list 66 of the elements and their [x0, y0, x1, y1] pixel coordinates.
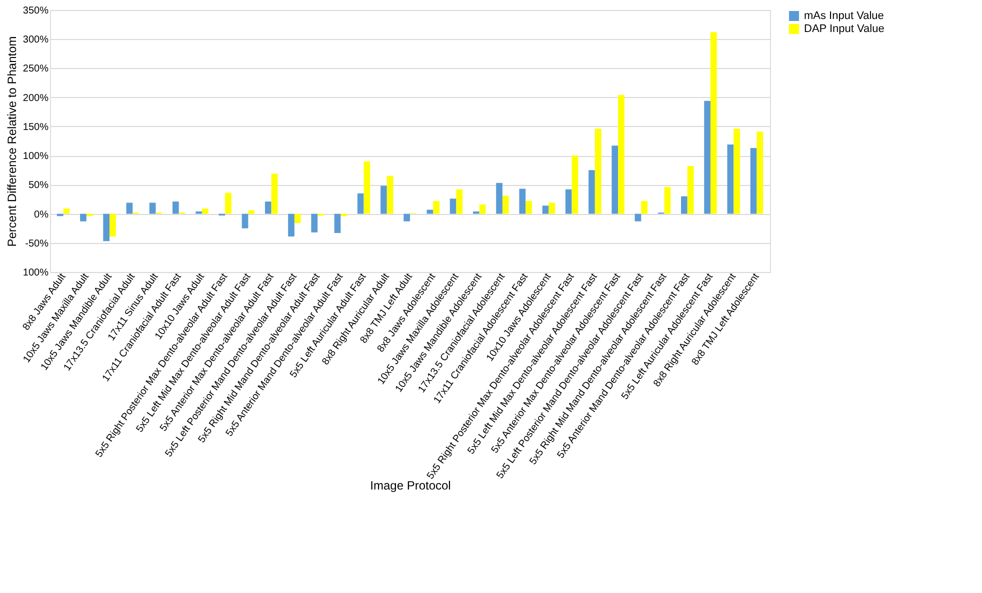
- bar: [734, 128, 740, 214]
- bar: [426, 210, 434, 214]
- bar: [687, 166, 694, 214]
- x-axis-title: Image Protocol: [370, 478, 451, 492]
- bar: [63, 208, 70, 214]
- bar: [472, 211, 480, 214]
- bar: [149, 202, 156, 214]
- legend-label: mAs Input Value: [804, 10, 884, 22]
- bar: [110, 214, 116, 236]
- bar: [172, 202, 179, 214]
- y-tick-label: 200%: [22, 92, 49, 104]
- bar: [288, 214, 294, 236]
- bar: [572, 156, 578, 214]
- bar: [80, 214, 86, 222]
- bar: [612, 146, 618, 214]
- y-tick-label: 300%: [22, 34, 49, 46]
- bar: [242, 214, 248, 228]
- bar: [450, 198, 456, 214]
- bar: [196, 211, 202, 214]
- bar: [502, 196, 509, 214]
- bar: [641, 200, 648, 214]
- bar: [618, 95, 624, 214]
- bar: [710, 32, 717, 214]
- bar: [271, 174, 278, 214]
- y-tick-label: 100%: [22, 151, 49, 162]
- bar: [496, 182, 502, 214]
- bar: [364, 161, 370, 214]
- bar: [103, 214, 110, 242]
- bar: [681, 196, 688, 214]
- bar: [126, 202, 133, 214]
- bar: [479, 204, 486, 214]
- y-tick-label: 50%: [28, 180, 49, 192]
- bar: [542, 206, 549, 214]
- bar: [202, 208, 208, 214]
- bar: [225, 192, 232, 214]
- bar: [456, 189, 463, 214]
- bar: [634, 214, 642, 222]
- bar: [334, 214, 341, 233]
- bar: [294, 214, 301, 224]
- y-tick-label: 0%: [34, 209, 49, 220]
- bar: [433, 200, 440, 214]
- bar: [548, 202, 556, 214]
- bar: [727, 144, 734, 214]
- bar: [404, 214, 410, 222]
- y-tick-label: 100%: [22, 268, 49, 278]
- bar: [588, 170, 595, 214]
- y-tick-label: 350%: [22, 6, 49, 16]
- bar: [704, 100, 710, 214]
- y-tick-label: -50%: [25, 238, 49, 250]
- legend-label: DAP Input Value: [804, 23, 884, 35]
- bar: [380, 186, 387, 214]
- y-axis-title: Percent Difference Relative to Phantom: [4, 36, 19, 247]
- bar: [526, 200, 532, 214]
- bar: [594, 128, 602, 214]
- bar: [248, 210, 255, 214]
- bar: [664, 186, 671, 214]
- y-tick-label: 250%: [22, 64, 49, 75]
- bar: [750, 148, 757, 214]
- y-tick-label: 150%: [22, 122, 49, 133]
- bar: [264, 202, 272, 214]
- bar: [519, 188, 526, 214]
- bar: [311, 214, 318, 232]
- bar: [386, 176, 394, 214]
- bar: [756, 132, 764, 214]
- bar: [565, 189, 572, 214]
- bar: [357, 193, 364, 214]
